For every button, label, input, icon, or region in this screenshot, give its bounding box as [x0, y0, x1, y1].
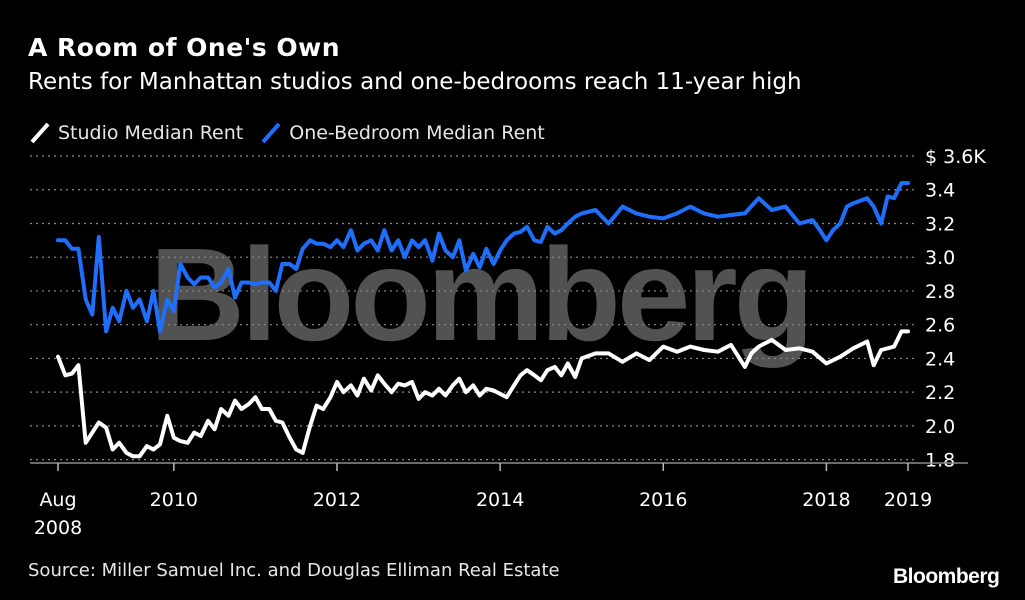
x-tick-label: 2019	[884, 489, 932, 511]
y-tick-label: 2.0	[925, 416, 955, 438]
x-tick-label: 2018	[802, 489, 850, 511]
legend-swatch-one-bedroom	[261, 122, 281, 144]
x-tick-label: 2010	[150, 489, 198, 511]
series-line-one-bedroom	[56, 181, 910, 334]
y-tick-label: 1.8	[925, 450, 955, 472]
y-tick-label: 2.8	[925, 281, 955, 303]
y-tick-label: 2.6	[925, 315, 955, 337]
x-tick-label: 2012	[313, 489, 361, 511]
legend: Studio Median Rent One-Bedroom Median Re…	[28, 118, 561, 148]
y-tick-label: 3.4	[925, 180, 955, 202]
series-line-studio	[56, 329, 910, 459]
chart-title: A Room of One's Own	[28, 33, 341, 62]
chart-subtitle: Rents for Manhattan studios and one-bedr…	[28, 69, 802, 95]
y-tick-label: 2.4	[925, 348, 955, 370]
brand-logo: Bloomberg	[893, 565, 1000, 588]
y-tick-label: 3.2	[925, 213, 955, 235]
y-tick-label: 3.0	[925, 247, 955, 269]
legend-item-studio: Studio Median Rent	[28, 120, 243, 146]
x-tick-label: 2016	[639, 489, 687, 511]
y-axis-top-label: $ 3.6K	[925, 146, 986, 168]
x-tick-label: 2008	[34, 517, 82, 539]
legend-item-one-bedroom: One-Bedroom Median Rent	[259, 120, 545, 146]
x-tick-label: Aug	[39, 489, 76, 511]
source-note: Source: Miller Samuel Inc. and Douglas E…	[28, 560, 560, 581]
legend-label-studio: Studio Median Rent	[58, 122, 244, 144]
legend-swatch-studio	[30, 122, 50, 144]
x-tick-label: 2014	[476, 489, 524, 511]
watermark-text: Bloomberg	[150, 221, 811, 368]
legend-label-one-bedroom: One-Bedroom Median Rent	[289, 122, 545, 144]
y-tick-label: 2.2	[925, 382, 955, 404]
line-chart: Bloomberg 1.8 2.0 2.2 2.4 2.6 2.8 3.0 3.2 3.4 $ 3.…	[30, 146, 986, 539]
